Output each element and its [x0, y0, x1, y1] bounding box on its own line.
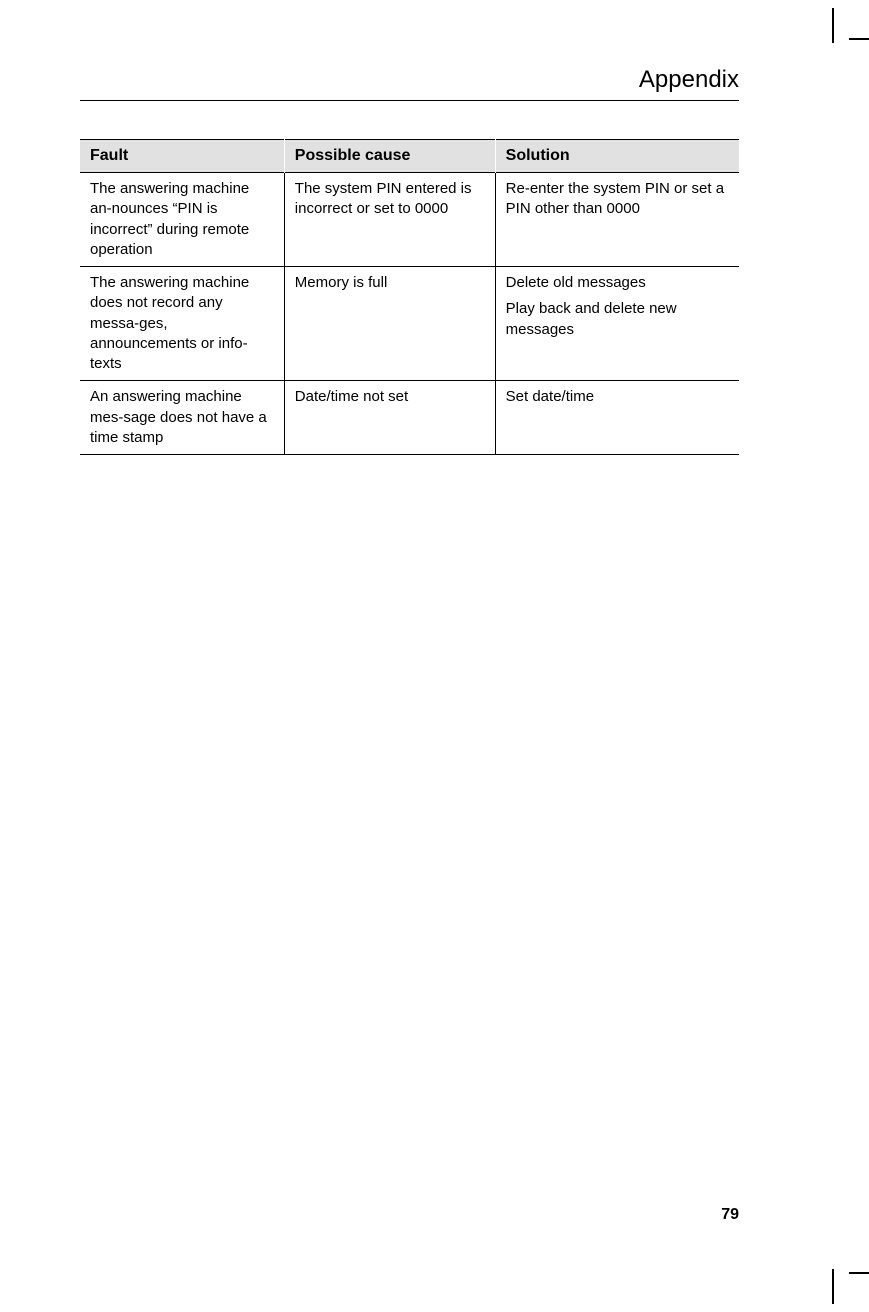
crop-mark: [849, 1272, 869, 1274]
cell-solution: Re-enter the system PIN or set a PIN oth…: [495, 173, 739, 267]
page-title: Appendix: [80, 66, 739, 101]
cell-cause: Date/time not set: [284, 381, 495, 455]
table-row: The answering machine does not record an…: [80, 267, 739, 381]
cell-fault: An answering machine mes-sage does not h…: [80, 381, 284, 455]
page-content: Appendix Fault Possible cause Solution T…: [0, 0, 869, 515]
column-header-fault: Fault: [80, 140, 284, 173]
crop-mark: [832, 8, 834, 43]
solution-text: Re-enter the system PIN or set a PIN oth…: [506, 179, 729, 220]
column-header-cause: Possible cause: [284, 140, 495, 173]
cell-solution: Set date/time: [495, 381, 739, 455]
solution-text: Set date/time: [506, 387, 729, 407]
cell-solution: Delete old messages Play back and delete…: [495, 267, 739, 381]
cell-fault: The answering machine does not record an…: [80, 267, 284, 381]
solution-text: Delete old messages: [506, 273, 729, 293]
cell-cause: The system PIN entered is incorrect or s…: [284, 173, 495, 267]
column-header-solution: Solution: [495, 140, 739, 173]
table-row: The answering machine an-nounces “PIN is…: [80, 173, 739, 267]
table-header-row: Fault Possible cause Solution: [80, 140, 739, 173]
table-row: An answering machine mes-sage does not h…: [80, 381, 739, 455]
cell-cause: Memory is full: [284, 267, 495, 381]
crop-mark: [832, 1269, 834, 1304]
cell-fault: The answering machine an-nounces “PIN is…: [80, 173, 284, 267]
crop-mark: [849, 38, 869, 40]
page-number: 79: [721, 1206, 739, 1224]
solution-text: Play back and delete new messages: [506, 299, 729, 340]
troubleshoot-table: Fault Possible cause Solution The answer…: [80, 139, 739, 455]
